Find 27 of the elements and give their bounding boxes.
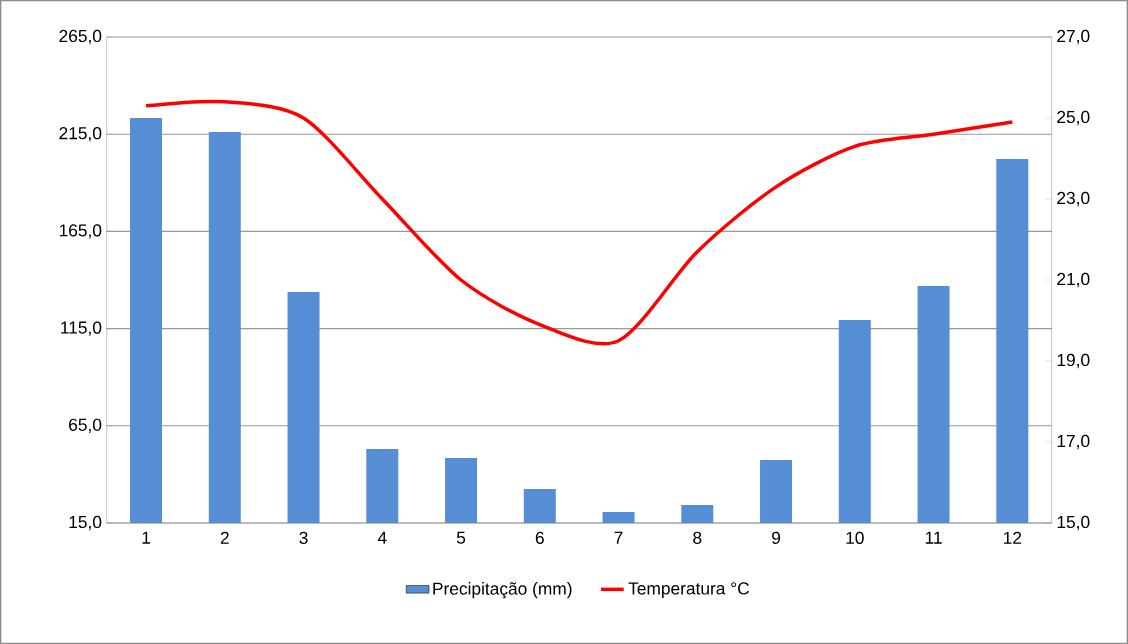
- y2-tick-label: 15,0: [1057, 515, 1090, 531]
- x-tick-label: 5: [456, 531, 466, 544]
- y-tick-label: 265,0: [59, 29, 102, 45]
- y-tick-label: 165,0: [59, 224, 102, 239]
- y-tick-label: 215,0: [59, 127, 102, 142]
- y2-tick-label: 27,0: [1057, 29, 1090, 45]
- x-tick-label: 1: [142, 531, 151, 544]
- x-tick-label: 10: [846, 531, 864, 544]
- y-tick-label: 115,0: [61, 321, 102, 336]
- x-tick-label: 2: [220, 531, 229, 544]
- x-tick-label: 3: [299, 531, 308, 544]
- y2-tick-label: 21,0: [1057, 272, 1090, 288]
- x-tick-label: 11: [925, 531, 942, 544]
- x-tick-label: 4: [377, 531, 387, 544]
- x-tick-label: 9: [772, 531, 781, 544]
- y-tick-label: 65,0: [69, 418, 102, 433]
- y2-tick-label: 17,0: [1057, 434, 1090, 450]
- y2-tick-label: 19,0: [1057, 353, 1090, 369]
- legend-label: Temperatura °C: [628, 582, 750, 598]
- legend-label: Precipitação (mm): [433, 582, 572, 599]
- x-tick-label: 7: [614, 531, 623, 544]
- x-tick-label: 8: [693, 531, 702, 544]
- y2-tick-label: 25,0: [1057, 110, 1090, 126]
- y-tick-label: 15,0: [69, 515, 102, 531]
- x-tick-label: 12: [1003, 531, 1022, 544]
- x-tick-label: 6: [535, 531, 544, 544]
- y2-tick-label: 23,0: [1057, 191, 1090, 207]
